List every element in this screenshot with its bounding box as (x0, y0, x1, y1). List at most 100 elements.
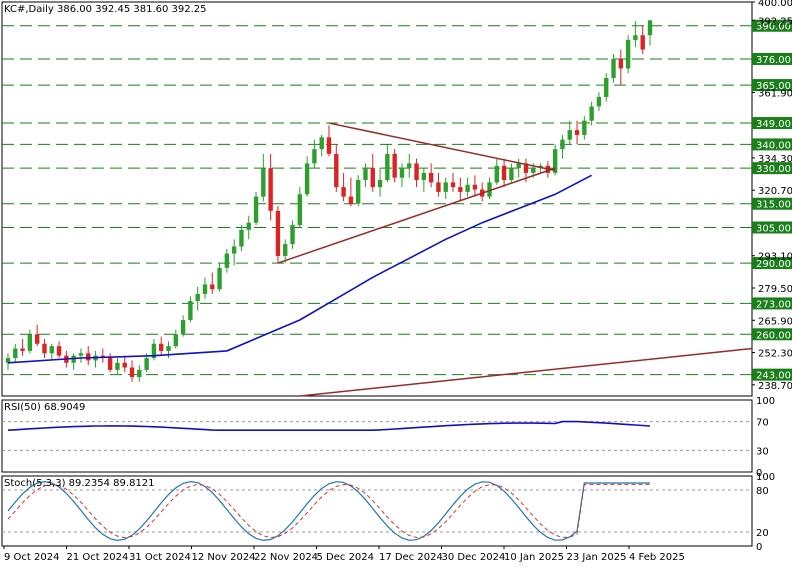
candle-body (188, 301, 193, 321)
candle-body (5, 358, 11, 363)
level-label: 349.00 (756, 119, 791, 130)
candle-body (246, 222, 251, 230)
rsi-pane-frame (1, 399, 753, 473)
level-label-bg (752, 79, 792, 92)
level-label: 290.00 (756, 259, 791, 270)
candle-body (253, 196, 259, 223)
candle-body (458, 187, 463, 192)
candle-body (166, 346, 171, 351)
price-tick-label: 238.70 (758, 381, 792, 392)
level-label: 305.00 (756, 223, 791, 234)
price-tick-label: 400.00 (758, 0, 792, 9)
candle-body (122, 362, 127, 368)
stoch-axis-label: 80 (756, 486, 769, 497)
candle-body (494, 165, 499, 183)
candle-body (27, 334, 33, 351)
candle-body (159, 343, 164, 351)
candle-body (231, 246, 237, 254)
price-pane-frame (1, 1, 753, 397)
candle-body (392, 153, 397, 178)
stoch-axis-label: 100 (756, 472, 775, 483)
candle-body (596, 96, 602, 107)
price-tick-label: 293.10 (758, 252, 792, 263)
time-axis-label: 23 Jan 2025 (567, 552, 627, 563)
stoch-pane-frame (1, 475, 753, 547)
level-label-bg (752, 221, 792, 234)
candle-body (334, 153, 339, 188)
level-label: 376.00 (756, 55, 791, 66)
level-label: 365.00 (756, 81, 791, 92)
candle-body (640, 35, 645, 50)
candle-body (465, 184, 470, 192)
candle-body (567, 130, 572, 140)
candle-body (355, 180, 361, 204)
level-label-bg (752, 368, 792, 381)
level-label-bg (752, 52, 792, 65)
candle-body (443, 182, 448, 192)
candle-body (633, 35, 638, 40)
candle-body (574, 130, 580, 135)
candle-body (436, 182, 441, 192)
candle-body (377, 180, 383, 188)
candle-body (319, 137, 324, 150)
level-label: 390.00 (756, 22, 791, 33)
stoch-main-line (7, 480, 650, 542)
candle-body (348, 196, 354, 204)
candle-body (180, 320, 186, 335)
candle-body (268, 168, 273, 211)
candle-body (326, 137, 332, 154)
time-axis-label: 31 Oct 2024 (129, 552, 191, 563)
candle-body (13, 348, 18, 359)
level-label-bg (752, 138, 792, 151)
time-axis-label: 9 Oct 2024 (4, 552, 59, 563)
level-label-bg (752, 257, 792, 270)
rsi-axis-label: 100 (756, 396, 775, 407)
candle-body (239, 229, 244, 247)
symbol-header: KC#,Daily 386.00 392.45 381.60 392.25 (4, 4, 207, 15)
candle-body (363, 168, 368, 181)
price-tick-label: 392.25 (758, 16, 792, 27)
time-axis-label: 10 Jan 2025 (504, 552, 564, 563)
candle-body (647, 20, 653, 36)
level-label: 315.00 (756, 200, 791, 211)
time-axis-label: 21 Oct 2024 (67, 552, 129, 563)
candle-body (370, 168, 375, 188)
level-label-bg (752, 19, 792, 32)
candle-body (129, 367, 135, 378)
candle-body (625, 39, 631, 69)
candle-body (217, 267, 222, 290)
candle-body (611, 58, 616, 78)
trendline-lower (277, 167, 556, 264)
level-label: 273.00 (756, 299, 791, 310)
candle-body (86, 353, 91, 361)
level-label-bg (752, 297, 792, 310)
candle-body (49, 346, 54, 354)
candle-body (407, 163, 412, 169)
time-axis-label: 17 Dec 2024 (379, 552, 443, 563)
candle-body (144, 358, 149, 370)
candle-body (589, 106, 594, 121)
candle-body (523, 163, 529, 173)
price-tick-label: 265.90 (758, 316, 792, 327)
candle-body (604, 77, 609, 97)
candle-body (428, 172, 434, 183)
candle-body (560, 139, 565, 150)
stoch-header: Stoch(5,3,3) 89.2354 89.8121 (4, 478, 155, 489)
candle-body (399, 168, 405, 178)
candle-body (414, 163, 419, 181)
candle-body (421, 172, 427, 181)
rsi-header: RSI(50) 68.9049 (4, 402, 86, 413)
candle-body (224, 253, 230, 268)
time-axis-label: 4 Feb 2025 (629, 552, 685, 563)
candle-body (582, 120, 587, 135)
level-label-bg (752, 328, 792, 341)
level-label: 340.00 (756, 140, 791, 151)
candle-body (78, 353, 84, 356)
candle-body (151, 343, 157, 359)
price-tick-label: 252.30 (758, 349, 792, 360)
candle-body (552, 149, 558, 173)
candle-body (20, 348, 25, 351)
time-axis-label: 12 Nov 2024 (192, 552, 256, 563)
